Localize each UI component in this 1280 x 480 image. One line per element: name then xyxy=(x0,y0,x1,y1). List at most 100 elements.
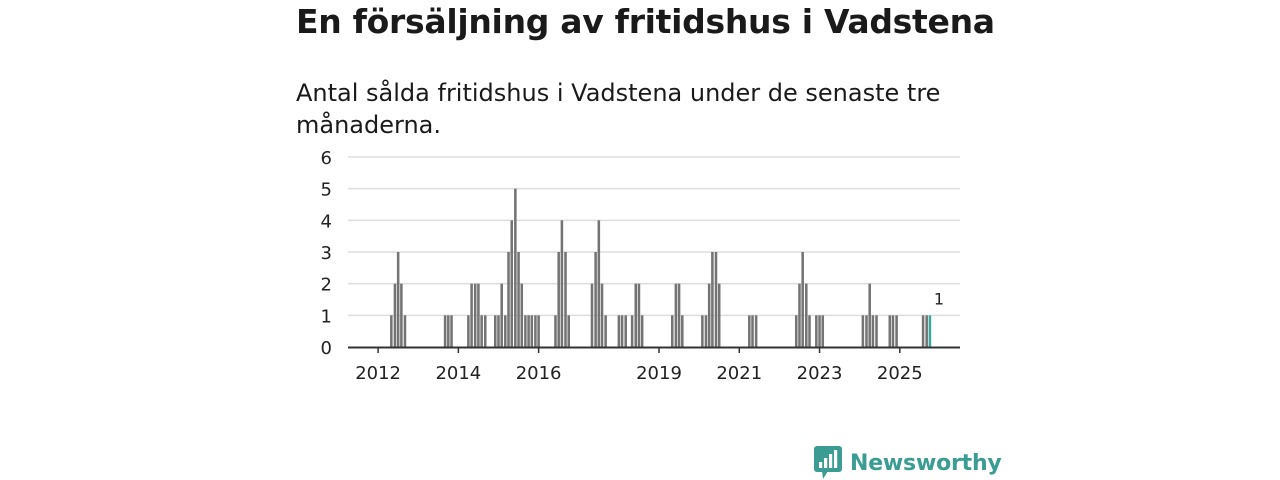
bar xyxy=(447,315,450,347)
bar xyxy=(494,315,497,347)
bar xyxy=(467,315,470,347)
bar xyxy=(868,283,871,347)
bar xyxy=(537,315,540,347)
bar xyxy=(590,283,594,347)
bar xyxy=(681,315,684,347)
bar xyxy=(534,315,537,347)
y-tick-label: 6 xyxy=(321,148,332,169)
bar xyxy=(473,283,477,347)
x-axis-ticks: 2012 2014 2016 2019 2021 2023 2025 xyxy=(355,347,923,384)
y-tick-label: 5 xyxy=(321,180,332,201)
bar xyxy=(403,315,407,347)
bar xyxy=(707,283,711,347)
bar xyxy=(604,315,607,347)
bar xyxy=(871,315,875,347)
bar xyxy=(701,315,704,347)
bar xyxy=(624,315,627,347)
bar xyxy=(711,252,714,347)
brand-name: Newsworthy xyxy=(850,450,1002,476)
bar xyxy=(630,315,634,347)
bar xyxy=(891,315,895,347)
bar xyxy=(798,283,801,347)
bar xyxy=(597,220,601,347)
bar xyxy=(637,283,641,347)
bar xyxy=(500,283,503,347)
bar xyxy=(815,315,818,347)
y-tick-label: 0 xyxy=(321,338,332,359)
bar xyxy=(393,283,397,347)
bar xyxy=(704,315,708,347)
bar xyxy=(861,315,865,347)
bar xyxy=(594,252,597,347)
bar xyxy=(925,315,928,347)
bar xyxy=(480,315,483,347)
bar xyxy=(794,315,798,347)
bar xyxy=(895,315,898,347)
bar xyxy=(821,315,825,347)
bar xyxy=(748,315,751,347)
y-axis-ticks: 0 1 2 3 4 5 6 xyxy=(321,148,332,359)
bar xyxy=(564,252,567,347)
bar xyxy=(507,252,510,347)
bar xyxy=(483,315,487,347)
x-tick-label: 2012 xyxy=(355,363,401,384)
x-tick-label: 2016 xyxy=(516,363,562,384)
bar xyxy=(567,315,570,347)
bar xyxy=(520,283,524,347)
bar xyxy=(470,283,473,347)
bar xyxy=(818,315,821,347)
x-tick-label: 2023 xyxy=(797,363,843,384)
y-tick-label: 3 xyxy=(321,243,332,264)
bar xyxy=(560,220,564,347)
bar xyxy=(677,283,681,347)
bar xyxy=(617,315,621,347)
bar xyxy=(634,283,638,347)
y-tick-label: 2 xyxy=(321,275,332,296)
bar xyxy=(921,315,925,347)
x-tick-label: 2014 xyxy=(435,363,481,384)
bar xyxy=(530,315,534,347)
bar xyxy=(396,252,400,347)
bar xyxy=(443,315,447,347)
bar xyxy=(514,188,517,347)
chart-subtitle: Antal sålda fritidshus i Vadstena under … xyxy=(296,79,941,139)
bar xyxy=(400,283,403,347)
bar xyxy=(504,315,507,347)
bar xyxy=(670,315,674,347)
bar xyxy=(557,252,560,347)
bar xyxy=(554,315,557,347)
y-tick-label: 4 xyxy=(321,211,332,232)
x-tick-label: 2019 xyxy=(636,363,682,384)
bar xyxy=(510,220,513,347)
bar xyxy=(875,315,878,347)
bar xyxy=(390,315,393,347)
bar xyxy=(714,252,718,347)
gridlines xyxy=(348,156,960,317)
bar-series xyxy=(390,188,932,347)
bar xyxy=(620,315,624,347)
bar xyxy=(888,315,892,347)
bar xyxy=(600,283,604,347)
bar xyxy=(805,283,808,347)
bar xyxy=(751,315,754,347)
brand-logo[interactable]: Newsworthy xyxy=(814,446,1002,480)
bar xyxy=(517,252,520,347)
page-title: En försäljning av fritidshus i Vadstena xyxy=(296,2,995,41)
last-value-label: 1 xyxy=(934,289,944,308)
x-tick-label: 2021 xyxy=(716,363,762,384)
bar xyxy=(640,315,644,347)
bar xyxy=(524,315,527,347)
bar xyxy=(497,315,500,347)
bar xyxy=(674,283,678,347)
bar xyxy=(717,283,721,347)
newsworthy-logo-icon xyxy=(814,446,842,479)
bar xyxy=(527,315,530,347)
bar xyxy=(754,315,758,347)
bar-chart: 0 1 2 3 4 5 6 2012 2014 2016 2019 2021 2023 2025 1 xyxy=(321,148,960,384)
bar xyxy=(865,315,868,347)
x-tick-label: 2025 xyxy=(877,363,923,384)
bar xyxy=(808,315,811,347)
bar-latest xyxy=(928,315,932,347)
bar xyxy=(477,283,480,347)
y-tick-label: 1 xyxy=(321,306,332,327)
